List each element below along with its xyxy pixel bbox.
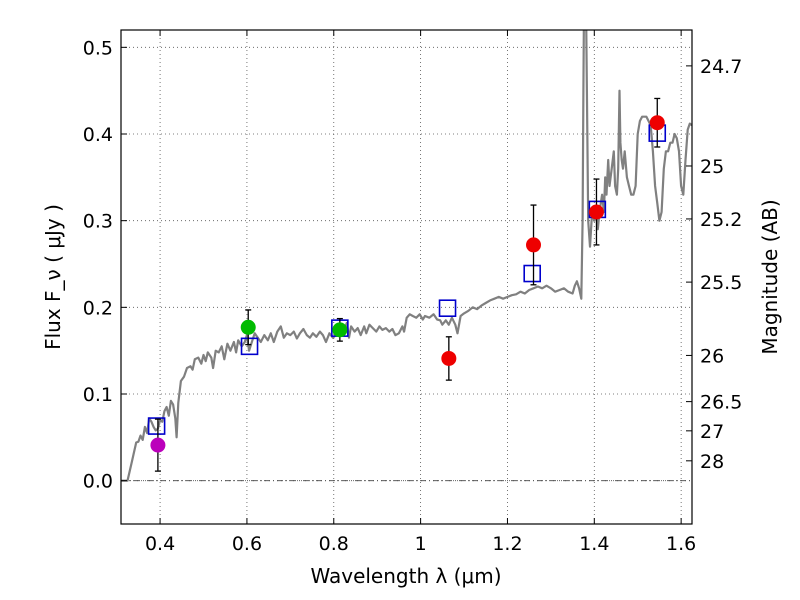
plot-frame: [120, 29, 693, 525]
sed-curve: [121, 30, 692, 482]
y-tick-label: 0.3: [83, 211, 113, 233]
y-tick-label: 0.4: [83, 124, 113, 146]
mag-tick-label: 25.5: [700, 272, 742, 294]
observed-point: [649, 115, 665, 131]
x-tick-label: 0.6: [232, 533, 262, 555]
y-tick-label: 0.2: [83, 297, 113, 319]
y-tick-label: 0.1: [83, 384, 113, 406]
model-point: [523, 264, 542, 283]
observed-point: [332, 322, 348, 338]
grid-layer: [121, 30, 692, 524]
observed-point: [441, 350, 457, 366]
x-tick-label: 0.4: [145, 533, 175, 555]
observed-point: [526, 237, 542, 253]
y-tick-label: 0.0: [83, 471, 113, 493]
mag-tick-label: 24.7: [700, 56, 742, 78]
x-tick-label: 0.8: [319, 533, 349, 555]
x-tick-label: 1.4: [579, 533, 609, 555]
y-axis-label-right: Magnitude (AB): [758, 199, 782, 354]
mag-tick-label: 25: [700, 156, 724, 178]
tick-label-layer: 0.4 0.6 0.8 1 1.2 1.4 1.6 0.0 0.1 0.2 0.3 0.4 0.5 24.…: [83, 37, 743, 555]
model-point: [240, 337, 259, 356]
observed-point: [150, 437, 166, 453]
mag-tick-label: 26.5: [700, 392, 742, 414]
y-tick-label: 0.5: [83, 37, 113, 59]
tick-layer: [121, 30, 692, 524]
mag-tick-label: 26: [700, 345, 724, 367]
observed-points-layer: [150, 97, 665, 472]
mag-tick-label: 27: [700, 421, 724, 443]
x-tick-label: 1.6: [666, 533, 696, 555]
x-axis-label: Wavelength λ (μm): [310, 564, 501, 588]
x-tick-label: 1: [415, 533, 427, 555]
mag-tick-label: 28: [700, 451, 724, 473]
mag-tick-label: 25.2: [700, 209, 742, 231]
observed-point: [240, 319, 256, 335]
model-point: [147, 417, 166, 435]
sed-curve-layer: [121, 30, 692, 482]
observed-point: [588, 204, 604, 220]
x-tick-label: 1.2: [492, 533, 522, 555]
y-axis-label: Flux F_ν ( μJy ): [41, 204, 65, 350]
model-point: [438, 299, 457, 318]
